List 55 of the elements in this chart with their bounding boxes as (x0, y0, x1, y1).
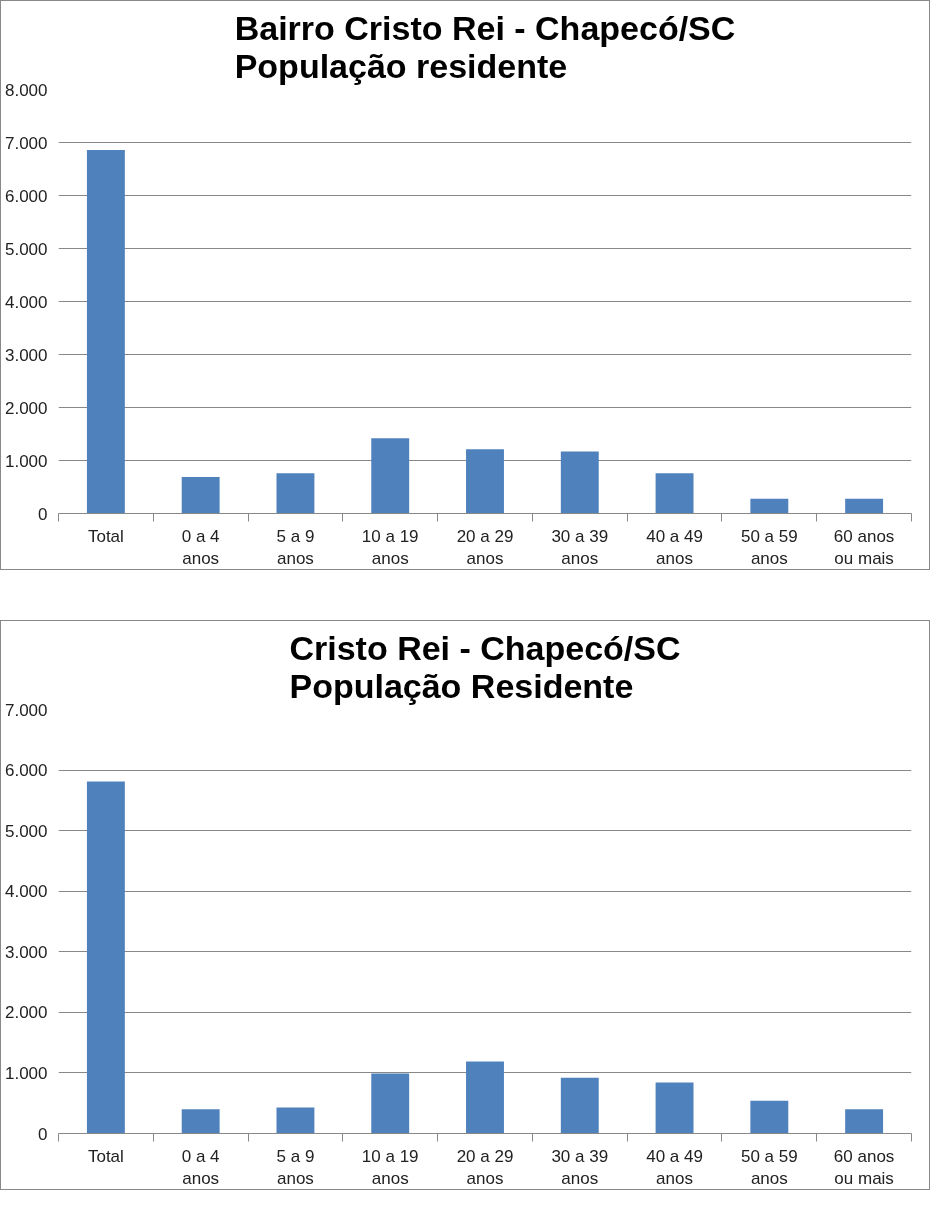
y-tick-label: 5.000 (4, 821, 48, 841)
y-tick-label: 5.000 (4, 239, 48, 259)
x-tick-label: 0 a 4 anos (181, 526, 220, 569)
y-tick-label: 1.000 (4, 451, 48, 471)
y-tick-label: 0 (38, 1124, 48, 1144)
x-tick-label: 20 a 29 anos (456, 526, 514, 569)
x-tick-label: 50 a 59 anos (740, 526, 798, 569)
y-tick-label: 8.000 (4, 80, 48, 100)
x-tick-label: Total (87, 1146, 124, 1166)
chart-title: Bairro Cristo Rei - Chapecó/SC População residente (234, 8, 736, 85)
bar (466, 1061, 504, 1134)
y-tick-label: 6.000 (4, 761, 48, 781)
bar (655, 473, 694, 514)
bar (86, 781, 125, 1134)
x-tick-label: 30 a 39 anos (551, 526, 609, 569)
bar (371, 1073, 410, 1134)
y-tick-label: 3.000 (4, 345, 48, 365)
x-tick-label: 0 a 4 anos (181, 1146, 220, 1189)
bar (655, 1082, 694, 1134)
x-tick-label: Total (87, 526, 124, 546)
x-tick-label: 20 a 29 anos (456, 1146, 514, 1189)
y-tick-label: 6.000 (4, 186, 48, 206)
bar (466, 449, 504, 514)
y-tick-label: 2.000 (4, 398, 48, 418)
bar (750, 498, 789, 514)
x-tick-label: 10 a 19 anos (361, 1146, 419, 1189)
y-tick-label: 4.000 (4, 292, 48, 312)
x-tick-label: 40 a 49 anos (646, 526, 703, 569)
x-tick-label: 40 a 49 anos (646, 1146, 703, 1189)
bar (845, 498, 884, 514)
bar (276, 473, 315, 514)
bar (845, 1109, 884, 1134)
x-tick-label: 60 anos ou mais (833, 1146, 895, 1189)
chart-title: Cristo Rei - Chapecó/SC População Residente (289, 628, 681, 705)
bar (181, 476, 220, 514)
bar (371, 438, 410, 514)
bar (560, 451, 599, 514)
bar (86, 149, 125, 514)
bar (750, 1100, 789, 1134)
bar (181, 1109, 220, 1134)
y-tick-label: 2.000 (4, 1003, 48, 1023)
x-tick-label: 10 a 19 anos (361, 526, 419, 569)
bar (560, 1077, 599, 1134)
x-tick-label: 50 a 59 anos (740, 1146, 798, 1189)
x-tick-label: 5 a 9 anos (276, 526, 315, 569)
y-tick-label: 1.000 (4, 1063, 48, 1083)
bar (276, 1107, 315, 1134)
x-tick-label: 60 anos ou mais (833, 526, 895, 569)
y-tick-label: 4.000 (4, 882, 48, 902)
y-tick-label: 0 (38, 504, 48, 524)
y-tick-label: 7.000 (4, 700, 48, 720)
x-tick-label: 30 a 39 anos (551, 1146, 609, 1189)
x-tick-label: 5 a 9 anos (276, 1146, 315, 1189)
y-tick-label: 7.000 (4, 133, 48, 153)
y-tick-label: 3.000 (4, 942, 48, 962)
